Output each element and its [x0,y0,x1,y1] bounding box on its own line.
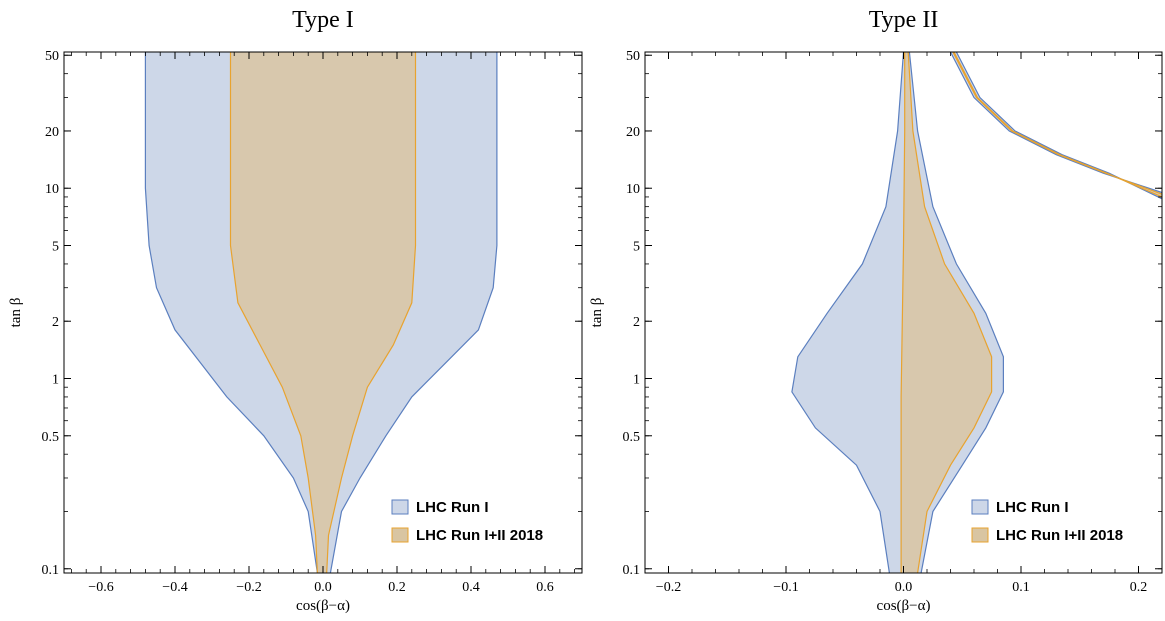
region-edge-left-2-1 [900,52,906,573]
legend-swatch [971,527,989,543]
x-tick-label: 0.2 [1130,580,1148,595]
y-tick-label: 1 [633,372,640,387]
legend-label: LHC Run I+II 2018 [416,527,543,544]
region-edge-right-1-1 [908,52,1004,573]
y-tick-label: 0.1 [42,563,60,578]
y-tick-label: 20 [626,125,640,140]
chart-panel-2: −0.2 −0.1 0.0 0.1 0.2 0.1 0.5 1 2 5 10 20 50 Type II c… [589,7,1163,614]
y-tick-label: 5 [52,240,59,255]
legend-swatch [391,527,409,543]
region-edge-left-2-2 [952,52,1162,195]
legend-label: LHC Run I [416,499,489,516]
y-tick-label: 20 [45,125,59,140]
x-tick-label: 0.0 [895,580,913,595]
chart-title: Type II [869,7,939,33]
x-tick-label: 0.0 [314,580,332,595]
y-tick-label: 2 [52,315,59,330]
y-tick-label: 0.1 [623,563,641,578]
chart-panel-1: −0.6 −0.4 −0.2 0.0 0.2 0.4 0.6 0.1 0.5 1 2 5 10 20 50 T… [8,7,583,614]
y-tick-label: 2 [633,315,640,330]
region-edge-left-1-2 [949,52,1162,194]
x-axis-label: cos(β−α) [877,598,931,614]
x-tick-label: −0.2 [236,580,261,595]
plot-regions [791,52,1162,573]
chart-title: Type I [292,7,354,33]
plot-regions [144,52,498,573]
y-tick-label: 10 [626,182,640,197]
x-tick-label: −0.1 [773,580,798,595]
region-edge-left-2-1 [229,52,318,573]
y-tick-label: 10 [45,182,59,197]
region-edge-right-1-1 [329,52,498,573]
x-tick-label: 0.6 [536,580,554,595]
x-tick-label: −0.2 [656,580,681,595]
x-tick-label: −0.4 [162,580,187,595]
legend-swatch [391,499,409,515]
legend-label: LHC Run I+II 2018 [996,527,1123,544]
region-fill-lhc-run-i-ii-2018-2 [952,52,1162,197]
region-fill-lhc-run-i-2 [950,52,1162,199]
x-tick-label: −0.6 [88,580,113,595]
y-axis-label: tan β [8,298,24,328]
legend-swatch [971,499,989,515]
region-edge-right-2-1 [907,52,993,573]
x-tick-label: 0.2 [388,580,406,595]
y-tick-label: 50 [45,49,59,64]
x-tick-label: 0.1 [1012,580,1030,595]
y-tick-label: 0.5 [42,430,60,445]
region-edge-right-2-1 [326,52,417,573]
y-axis-label: tan β [589,298,605,328]
y-tick-label: 1 [52,372,59,387]
x-tick-label: 0.4 [462,580,480,595]
region-fill-lhc-run-i-ii-2018-1 [901,52,992,573]
region-edge-left-1-1 [144,52,318,573]
region-edge-right-2-2 [953,52,1162,198]
y-tick-label: 50 [626,49,640,64]
region-edge-right-1-2 [955,52,1162,200]
y-tick-label: 5 [633,240,640,255]
legend-label: LHC Run I [996,499,1069,516]
region-fill-lhc-run-i-ii-2018-1 [230,52,416,573]
region-edge-left-1-1 [791,52,905,573]
x-axis-label: cos(β−α) [296,598,350,614]
y-tick-label: 0.5 [623,430,641,445]
